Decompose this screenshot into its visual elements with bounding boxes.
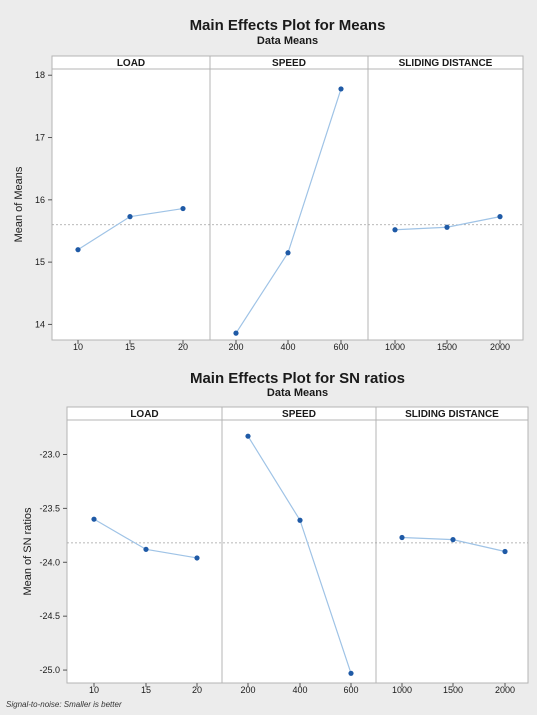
chart2-ytick-label: -23.0 [39, 449, 60, 459]
chart1-ytick-label: 15 [35, 257, 45, 267]
chart2-ytick-label: -24.5 [39, 611, 60, 621]
footnote: Signal-to-noise: Smaller is better [6, 700, 122, 709]
chart1-panel-label: SPEED [272, 58, 306, 69]
chart2-panel-label: LOAD [130, 409, 158, 420]
chart2-subtitle: Data Means [267, 387, 328, 399]
chart2-panel-label: SLIDING DISTANCE [405, 409, 499, 420]
chart2-data-point [450, 537, 456, 543]
chart1-xtick-label: 2000 [490, 342, 510, 352]
chart1-xtick-label: 600 [333, 342, 348, 352]
chart1-xtick-label: 15 [125, 342, 135, 352]
chart2-data-point [143, 546, 149, 552]
chart1-ytick-label: 17 [35, 133, 45, 143]
chart1-ylabel: Mean of Means [13, 166, 25, 242]
chart2-ylabel: Mean of SN ratios [22, 507, 34, 596]
chart2-data-point [297, 517, 303, 523]
chart2-xtick-label: 20 [192, 685, 202, 695]
chart2-xtick-label: 2000 [495, 685, 515, 695]
chart2-panel-label: SPEED [282, 409, 316, 420]
chart2-xtick-label: 400 [292, 685, 307, 695]
chart1-data-point [338, 86, 344, 92]
chart2-xtick-label: 1000 [392, 685, 412, 695]
chart2-xtick-label: 15 [141, 685, 151, 695]
chart1-data-point [444, 224, 450, 230]
chart2-xtick-label: 1500 [443, 685, 463, 695]
chart1-data-point [75, 247, 81, 253]
chart1-panel-label: SLIDING DISTANCE [399, 58, 493, 69]
chart1-xtick-label: 20 [178, 342, 188, 352]
chart2-data-point [502, 548, 508, 555]
chart1-data-point [392, 227, 398, 233]
chart2-data-point [91, 516, 97, 522]
chart1-panel-label: LOAD [117, 58, 145, 69]
chart2-data-point [348, 670, 354, 676]
chart2-data-point [194, 555, 200, 561]
chart1-data-point [180, 205, 186, 212]
chart2-xtick-label: 10 [89, 685, 99, 695]
chart1-xtick-label: 200 [228, 342, 243, 352]
chart2-title: Main Effects Plot for SN ratios [190, 370, 405, 387]
chart1-subtitle: Data Means [257, 35, 318, 47]
chart1-xtick-label: 10 [73, 342, 83, 352]
chart2-xtick-label: 200 [240, 685, 255, 695]
chart1-data-point [127, 214, 133, 220]
chart2-plot-area [66, 419, 529, 684]
chart2-ytick-label: -23.5 [39, 503, 60, 513]
chart1-xtick-label: 1000 [385, 342, 405, 352]
chart1-xtick-label: 1500 [437, 342, 457, 352]
chart2-data-point [245, 433, 251, 439]
chart2-ytick-label: -24.0 [39, 557, 60, 567]
chart1-title: Main Effects Plot for Means [190, 17, 386, 34]
chart1-ytick-label: 14 [35, 319, 45, 329]
chart1-xtick-label: 400 [280, 342, 295, 352]
chart1-ytick-label: 16 [35, 195, 45, 205]
chart2-xtick-label: 600 [343, 685, 358, 695]
chart2-ytick-label: -25.0 [39, 665, 60, 675]
chart1-data-point [285, 250, 291, 256]
chart2-data-point [399, 534, 405, 541]
chart1-ytick-label: 18 [35, 70, 45, 80]
chart1-data-point [497, 214, 503, 220]
chart1-data-point [233, 330, 239, 336]
chart1-plot-area [51, 68, 524, 341]
